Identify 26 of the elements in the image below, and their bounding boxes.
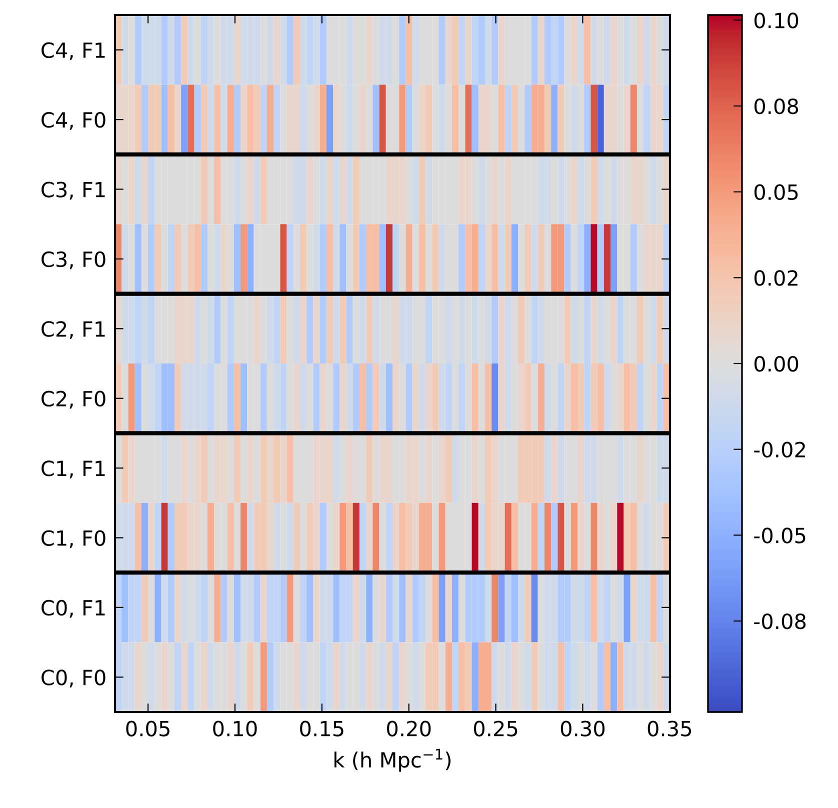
- x-tick-label: 0.25: [474, 720, 518, 736]
- y-tick-label: C3, F1: [42, 182, 105, 200]
- y-tick-label: C0, F0: [42, 670, 106, 688]
- color-bar-label: -0.08: [754, 613, 806, 630]
- y-tick-label: C4, F0: [42, 112, 106, 130]
- y-tick-label: C1, F1: [42, 460, 105, 478]
- y-tick-label: C3, F0: [42, 251, 106, 270]
- x-tick-label: 0.15: [300, 720, 344, 736]
- x-tick-label: 0.20: [387, 720, 431, 736]
- x-axis-title: k (h Mpc$^{−1}$): [334, 748, 451, 772]
- color-bar-label: 0.02: [754, 270, 798, 286]
- x-tick-label: 0.10: [213, 720, 257, 736]
- y-tick-label: C1, F0: [42, 530, 106, 548]
- color-bar-label: 0.10: [754, 12, 798, 28]
- y-tick-label: C0, F1: [42, 600, 105, 618]
- x-tick-label: 0.35: [648, 720, 692, 736]
- color-bar-label: 0.00: [754, 356, 798, 372]
- color-bar-label: -0.05: [754, 528, 806, 544]
- color-bar-label: 0.05: [754, 184, 798, 200]
- y-tick-label: C4, F1: [42, 42, 105, 60]
- y-tick-label: C2, F0: [42, 390, 106, 409]
- x-tick-label: 0.05: [126, 720, 170, 736]
- color-bar-label: -0.02: [754, 442, 805, 458]
- x-tick-label: 0.30: [560, 720, 605, 736]
- color-bar-label: 0.08: [754, 98, 798, 114]
- y-tick-label: C2, F1: [42, 321, 105, 339]
